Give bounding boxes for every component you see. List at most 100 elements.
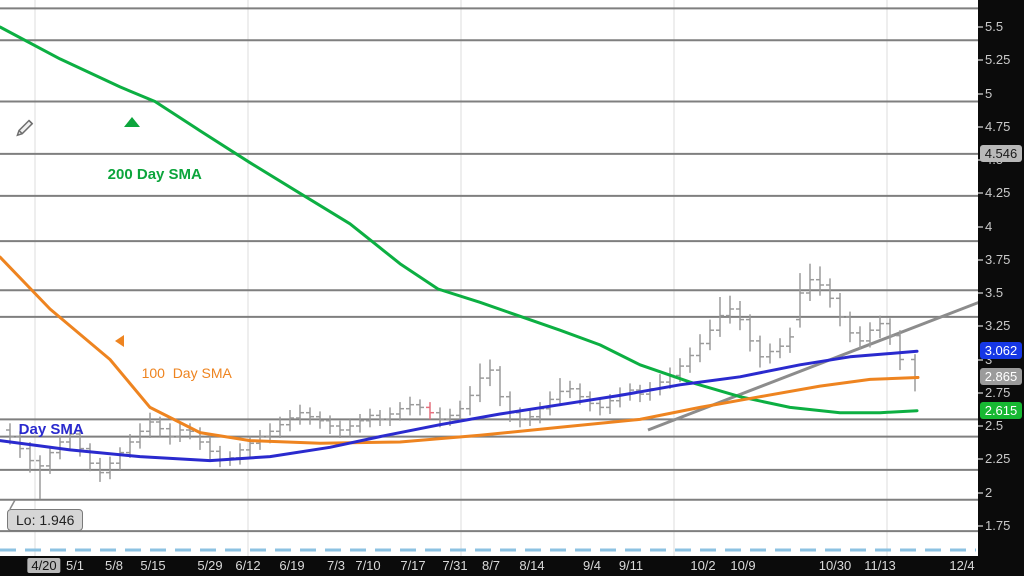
price-tick-label: 4.25 xyxy=(985,185,1011,200)
sma50-label[interactable]: Day SMA xyxy=(2,404,84,455)
ohlc-bar xyxy=(146,412,154,438)
ohlc-bar xyxy=(846,311,854,343)
ohlc-bar xyxy=(66,426,74,449)
date-label: 8/7 xyxy=(481,558,501,573)
ohlc-bar xyxy=(166,423,174,445)
200-day-sma-line[interactable] xyxy=(0,25,919,415)
ohlc-bar xyxy=(696,334,704,363)
ohlc-bar xyxy=(476,363,484,403)
pencil-draw-tool-icon[interactable] xyxy=(16,119,34,137)
price-tick-mark xyxy=(978,458,983,460)
ohlc-bar xyxy=(556,378,564,407)
ohlc-bar xyxy=(156,416,164,437)
date-label: 10/30 xyxy=(818,558,852,573)
sma200-label-text: 200 Day SMA xyxy=(107,166,202,183)
ohlc-bar xyxy=(886,318,894,345)
ohlc-bar xyxy=(306,407,314,425)
ohlc-bar xyxy=(866,322,874,348)
low-value-tooltip: Lo: 1.946 xyxy=(7,509,84,531)
ohlc-bar xyxy=(636,384,644,403)
ohlc-bar xyxy=(46,445,54,474)
price-badge: 2.615 xyxy=(980,402,1022,419)
ohlc-bar xyxy=(376,410,384,426)
ohlc-bar xyxy=(356,414,364,433)
price-tick-label: 4 xyxy=(985,219,993,234)
ohlc-bar xyxy=(36,455,44,500)
price-tick-mark xyxy=(978,259,983,261)
ohlc-bar xyxy=(116,447,124,470)
ohlc-bar xyxy=(706,319,714,351)
ohlc-bar xyxy=(726,295,734,324)
ohlc-bar xyxy=(526,410,534,426)
price-tick-mark xyxy=(978,492,983,494)
ohlc-bar xyxy=(296,404,304,425)
ohlc-bar xyxy=(911,354,919,392)
price-tick-label: 3.25 xyxy=(985,318,1011,333)
date-label: 5/8 xyxy=(104,558,124,573)
50-day-sma-line[interactable] xyxy=(0,349,919,463)
price-tick-label: 5.5 xyxy=(985,19,1004,34)
price-tick-label: 3.5 xyxy=(985,285,1004,300)
date-label: 11/13 xyxy=(864,558,896,573)
ohlc-bar xyxy=(396,402,404,421)
ohlc-bar xyxy=(736,301,744,331)
price-tick-label: 1.75 xyxy=(985,518,1011,533)
price-tick-mark xyxy=(978,292,983,294)
ohlc-bar xyxy=(486,359,494,387)
ohlc-bar xyxy=(456,400,464,422)
sma200-label[interactable]: 200 Day SMA xyxy=(91,117,202,200)
sma50-label-text: Day SMA xyxy=(18,421,84,438)
ohlc-bar xyxy=(236,443,244,465)
price-badge: 2.865 xyxy=(980,368,1022,385)
date-label: 10/2 xyxy=(690,558,716,573)
ohlc-bar xyxy=(26,442,34,473)
ohlc-bar xyxy=(316,411,324,429)
sma100-label-text: 100 Day SMA xyxy=(141,365,232,381)
price-tick-mark xyxy=(978,226,983,228)
ohlc-bar xyxy=(206,436,214,460)
price-tick-label: 4.75 xyxy=(985,119,1011,134)
ohlc-bar xyxy=(96,457,104,482)
price-tick-mark xyxy=(978,525,983,527)
100-day-sma-line[interactable] xyxy=(0,255,920,445)
price-tick-mark xyxy=(978,192,983,194)
date-label: 7/31 xyxy=(442,558,468,573)
ohlc-bar xyxy=(126,434,134,458)
ohlc-bar xyxy=(876,315,884,339)
ohlc-bar xyxy=(286,410,294,432)
ohlc-bar xyxy=(406,396,414,416)
ohlc-bar xyxy=(826,278,834,308)
ohlc-bar xyxy=(656,374,664,396)
trendline[interactable] xyxy=(647,301,979,432)
price-tick-mark xyxy=(978,93,983,95)
ohlc-bar xyxy=(856,326,864,349)
date-label: 7/10 xyxy=(355,558,381,573)
date-label: 7/3 xyxy=(326,558,346,573)
price-tick-mark xyxy=(978,325,983,327)
sma200-triangle-up-icon xyxy=(124,117,140,127)
price-tick-label: 3.75 xyxy=(985,252,1011,267)
price-tick-label: 3 xyxy=(985,352,993,367)
ohlc-bar xyxy=(766,343,774,364)
ohlc-bar xyxy=(346,419,354,437)
ohlc-bar xyxy=(596,398,604,416)
date-label: 8/14 xyxy=(519,558,545,573)
price-badge: 3.062 xyxy=(980,342,1022,359)
date-label: 12/4 xyxy=(949,558,975,573)
ohlc-bar xyxy=(386,407,394,426)
sma100-label[interactable]: 100 Day SMA xyxy=(115,333,232,397)
ohlc-bar xyxy=(816,266,824,296)
date-label: 5/15 xyxy=(140,558,166,573)
ohlc-bar xyxy=(416,399,424,416)
price-axis-panel[interactable]: 5.55.2554.754.54.2543.753.53.2532.752.52… xyxy=(978,0,1024,576)
date-axis-panel[interactable]: 4/20 5/1 5/8 5/15 5/29 6/12 6/19 7/3 7/10 7/17 7/3… xyxy=(0,556,1024,576)
low-tooltip-leader xyxy=(9,499,16,510)
ohlc-bar xyxy=(616,387,624,408)
price-tick-mark xyxy=(978,425,983,427)
ohlc-bar xyxy=(86,443,94,472)
price-tick-label: 5 xyxy=(985,86,993,101)
date-label: 5/1 xyxy=(65,558,85,573)
date-label: 9/11 xyxy=(618,558,644,573)
ohlc-bar xyxy=(506,391,514,422)
